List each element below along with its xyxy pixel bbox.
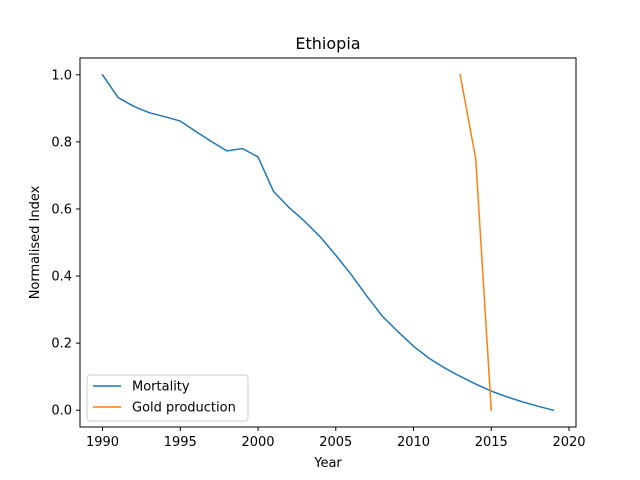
legend: Mortality Gold production bbox=[86, 374, 249, 422]
y-tick-label: 0.0 bbox=[51, 404, 72, 419]
y-tick-label: 1.0 bbox=[51, 68, 72, 83]
chart-title: Ethiopia bbox=[295, 34, 360, 53]
x-tick-label: 2005 bbox=[319, 435, 352, 450]
y-tick-label: 0.4 bbox=[51, 270, 72, 285]
y-tick-label: 0.6 bbox=[51, 202, 72, 217]
x-tick-label: 1990 bbox=[86, 435, 119, 450]
x-axis: 1990 1995 2000 2005 2010 2015 2020 bbox=[86, 427, 586, 450]
legend-label-mortality: Mortality bbox=[132, 380, 190, 395]
series-line-mortality bbox=[101, 73, 555, 412]
x-tick-label: 2020 bbox=[552, 435, 585, 450]
x-tick-label: 1995 bbox=[164, 435, 197, 450]
y-axis-label: Normalised Index bbox=[28, 185, 43, 299]
x-axis-label: Year bbox=[313, 456, 342, 471]
x-tick-label: 2010 bbox=[397, 435, 430, 450]
plot-background bbox=[80, 58, 576, 427]
legend-label-gold-production: Gold production bbox=[132, 401, 236, 416]
series-layer bbox=[101, 73, 555, 412]
plot-frame bbox=[79, 57, 577, 428]
x-tick-label: 2000 bbox=[241, 435, 274, 450]
y-axis: 0.0 0.2 0.4 0.6 0.8 1.0 bbox=[51, 68, 80, 419]
y-tick-label: 0.8 bbox=[51, 135, 72, 150]
series-line-gold-production bbox=[459, 73, 493, 412]
legend-box bbox=[86, 374, 249, 422]
plot-area bbox=[80, 58, 576, 427]
y-tick-label: 0.2 bbox=[51, 337, 72, 352]
x-tick-label: 2015 bbox=[475, 435, 508, 450]
